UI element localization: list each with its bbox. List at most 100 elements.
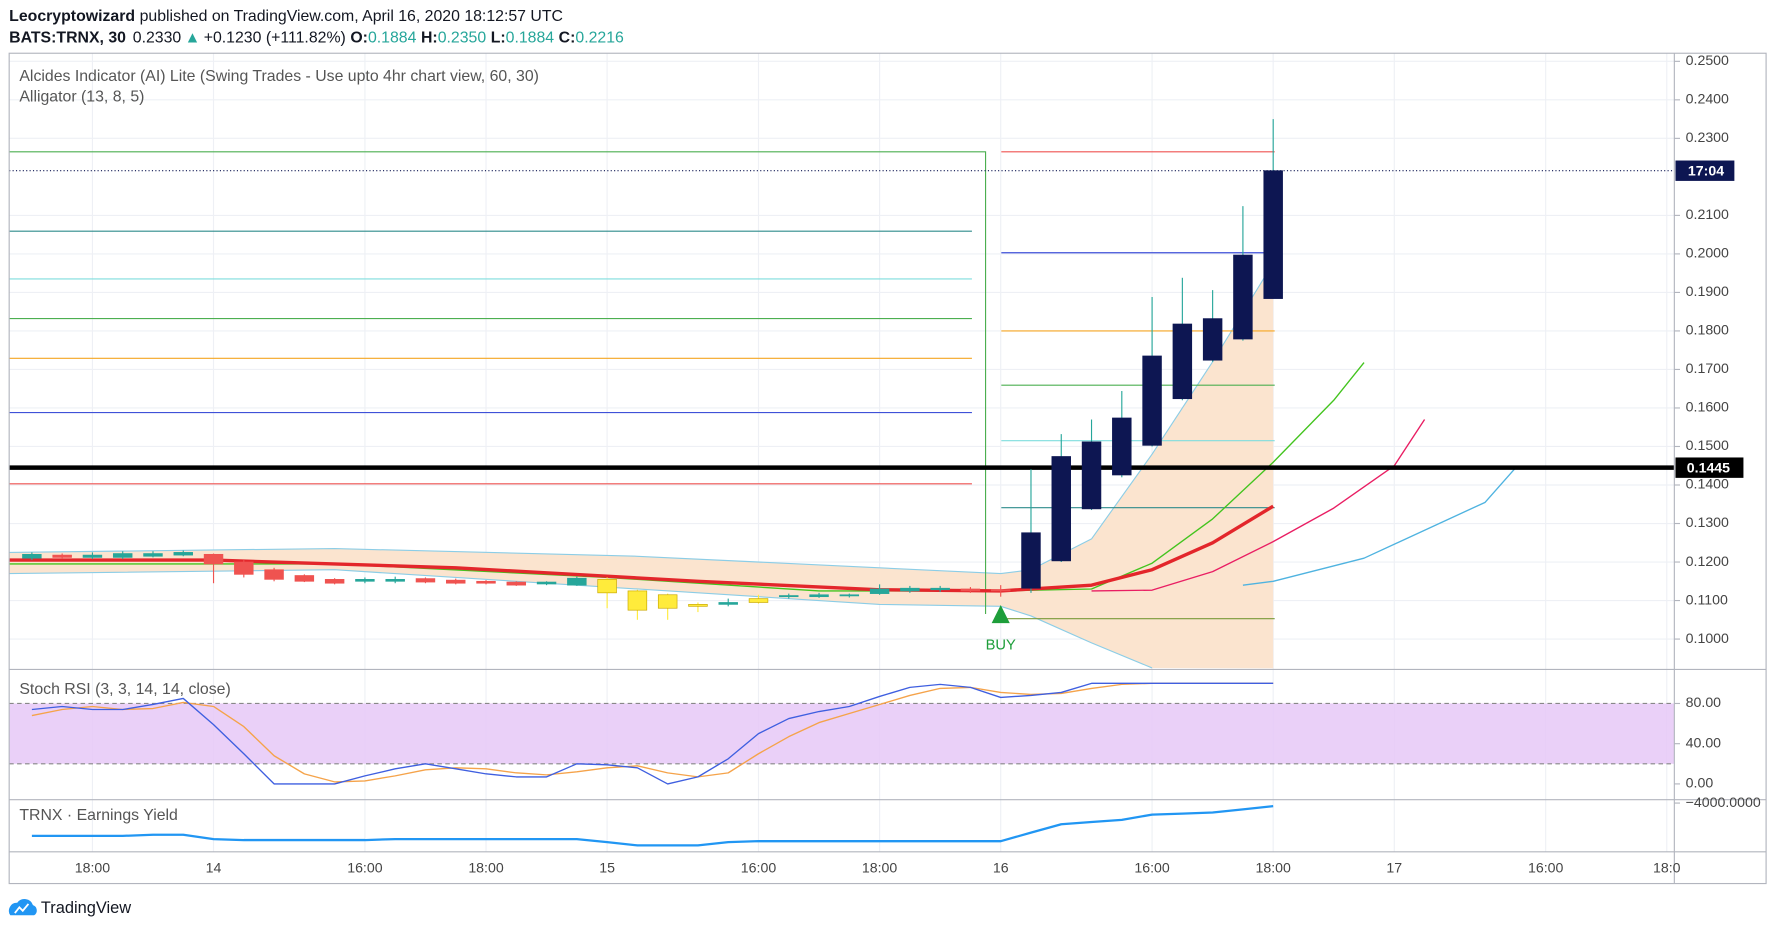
last-price: 0.2330	[133, 30, 182, 47]
x-tick-label: 17	[1386, 860, 1402, 876]
candle-body	[1051, 456, 1071, 562]
candle-body	[809, 594, 829, 598]
candle-body	[718, 602, 738, 605]
change-arrow: ▲	[185, 30, 201, 47]
x-tick-label: 14	[206, 860, 222, 876]
y-tick-label: 0.2400	[1686, 91, 1729, 107]
x-tick-label: 18:00	[862, 860, 898, 876]
y-tick-label: 0.00	[1686, 775, 1714, 791]
candle-body	[234, 561, 254, 575]
indicator-line	[31, 682, 1274, 785]
open-value: 0.1884	[368, 30, 417, 47]
x-tick-label: 18:00	[1255, 860, 1291, 876]
countdown-label: 17:04	[1688, 163, 1724, 179]
y-tick-label: 0.1500	[1686, 437, 1729, 453]
candle-body	[446, 579, 466, 584]
y-tick-label: 0.2300	[1686, 129, 1729, 145]
earnings-pane	[31, 805, 1274, 847]
grid-layer	[9, 53, 1675, 852]
y-tick-label: 80.00	[1686, 694, 1722, 710]
candle-body	[294, 575, 315, 582]
stoch-legend: Stoch RSI (3, 3, 14, 14, close)	[19, 681, 230, 698]
main-pane	[9, 119, 1675, 669]
low-label: L:	[491, 30, 506, 47]
x-tick-label: 18:00	[468, 860, 504, 876]
open-label: O:	[350, 30, 368, 47]
candle-body	[22, 553, 42, 559]
x-tick-label: 16:00	[1528, 860, 1564, 876]
indicator-line	[1242, 467, 1516, 586]
candle-body	[536, 581, 557, 585]
indicator-legend: Alligator (13, 8, 5)	[19, 89, 144, 106]
tradingview-logo	[8, 899, 37, 916]
candle-body	[1021, 532, 1041, 589]
x-tick-label: 18:00	[75, 860, 111, 876]
band-fill	[9, 263, 1274, 669]
candle-body	[657, 594, 678, 609]
candle-body	[839, 594, 860, 597]
candle-body	[597, 579, 617, 594]
countdown-tag	[1675, 160, 1735, 181]
signal-box	[9, 151, 987, 615]
stoch-pane	[9, 682, 1675, 785]
candle-body	[1142, 355, 1162, 446]
candle-body	[203, 553, 224, 565]
indicator-legend: Alcides Indicator (AI) Lite (Swing Trade…	[19, 68, 539, 85]
axis-layer: 18:00 14 16:00 18:00 15 16:00 18:00 16 16:00 18:0…	[75, 52, 1761, 876]
candle-body	[567, 577, 587, 586]
y-tick-label: 0.2500	[1686, 52, 1729, 68]
header-line-1: Leocryptowizard published on TradingView.…	[9, 8, 563, 25]
candle-body	[627, 590, 648, 611]
band-lower	[9, 569, 1153, 669]
symbol: BATS:TRNX, 30	[9, 30, 126, 47]
candle-body	[385, 579, 405, 582]
high-value: 0.2350	[438, 30, 487, 47]
price-line-label: 0.1445	[1687, 460, 1730, 476]
candle-body	[900, 587, 920, 592]
candle-body	[173, 552, 193, 556]
x-tick-label: 15	[599, 860, 615, 876]
candle-body	[1172, 323, 1193, 400]
earnings-legend: TRNX · Earnings Yield	[19, 807, 177, 824]
close-label: C:	[559, 30, 576, 47]
candle-body	[1081, 441, 1102, 510]
candle-body	[688, 604, 708, 607]
x-tick-label: 16	[993, 860, 1009, 876]
y-tick-label: 0.1700	[1686, 360, 1729, 376]
y-tick-label: 0.1000	[1686, 630, 1729, 646]
x-tick-label: 16:00	[741, 860, 777, 876]
y-tick-label: 0.1900	[1686, 283, 1729, 299]
candle-body	[415, 578, 436, 583]
change: +0.1230 (+111.82%)	[204, 30, 346, 47]
y-tick-label: −4000.0000	[1686, 794, 1761, 810]
candle-body	[748, 598, 769, 603]
high-label: H:	[421, 30, 438, 47]
candle-body	[930, 587, 950, 591]
candle-body	[1233, 254, 1253, 340]
indicator-line	[31, 682, 1274, 783]
candle-body	[355, 579, 375, 582]
y-tick-label: 0.1800	[1686, 322, 1729, 338]
buy-label: BUY	[986, 638, 1016, 654]
indicator-line	[9, 362, 1365, 592]
price-line-tag	[1675, 457, 1744, 478]
low-value: 0.1884	[506, 30, 555, 47]
candle-body	[264, 569, 284, 580]
y-tick-label: 0.1200	[1686, 553, 1729, 569]
candle-body	[779, 595, 799, 598]
candle-body	[324, 579, 345, 584]
close-value: 0.2216	[575, 30, 624, 47]
candle-body	[476, 580, 496, 584]
y-tick-label: 0.1300	[1686, 514, 1729, 530]
y-tick-label: 0.1400	[1686, 476, 1729, 492]
y-tick-label: 40.00	[1686, 734, 1722, 750]
candle-body	[1112, 417, 1132, 476]
published: published on TradingView.com, April 16, …	[140, 8, 563, 25]
y-tick-label: 0.2100	[1686, 206, 1729, 222]
footer-brand: TradingView	[41, 899, 131, 917]
candle-body	[82, 554, 103, 558]
candle-body	[112, 553, 133, 558]
